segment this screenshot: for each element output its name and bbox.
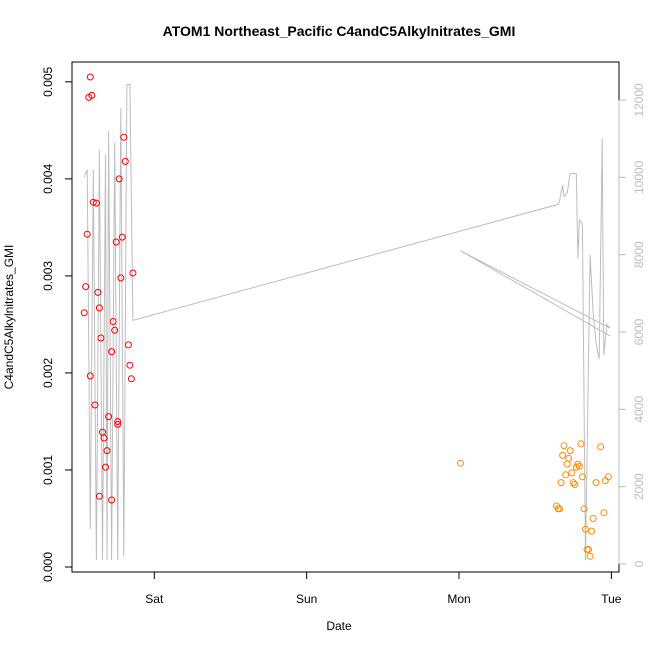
y2-axis: 0 2000 4000 6000 8000 10000 12000 [618,83,646,567]
data-point [127,375,135,383]
data-point [586,552,594,560]
series-line-right-axis [83,84,611,561]
y-tick-label: 0.000 [41,552,55,582]
x-axis-label: Date [326,619,352,633]
x-axis: Sat Sun Mon Tue [145,571,622,606]
data-point [571,481,579,488]
x-tick-label: Tue [601,592,622,606]
data-point [108,348,116,356]
data-point [111,326,119,334]
data-point [568,469,576,477]
data-point [91,401,99,409]
chart-title: ATOM1 Northeast_Pacific C4andC5Alkylnitr… [163,23,516,39]
y2-tick-label: 0 [632,560,646,567]
y-axis-label: C4andC5Alkylnitrates_GMI [2,245,16,390]
data-point [563,460,571,468]
data-point [102,463,109,471]
y2-tick-label: 10000 [632,160,646,194]
data-point [95,304,103,312]
data-point [559,451,567,459]
data-point [88,91,96,99]
data-point [109,318,117,325]
data-point [117,274,125,282]
y2-tick-label: 6000 [632,318,646,345]
data-point [592,479,600,487]
plot-frame [71,61,620,573]
line-layer [83,84,611,561]
data-point [115,175,123,183]
x-tick-label: Sat [145,592,164,606]
data-point [589,515,597,522]
data-point [582,525,589,533]
data-point [556,505,564,513]
y-tick-label: 0.003 [41,261,55,291]
y2-tick-label: 8000 [632,241,646,268]
data-point [86,372,94,380]
data-point [83,230,91,238]
data-point [105,413,113,421]
data-point [124,341,132,349]
y2-tick-label: 12000 [632,83,646,117]
data-point [577,440,585,448]
data-point [86,73,94,81]
data-point [129,269,137,277]
data-point [114,420,122,428]
data-point [92,199,100,207]
data-point [575,462,583,470]
data-point [114,418,122,425]
data-point [585,546,592,553]
y-tick-label: 0.001 [41,455,55,485]
data-point [99,428,106,436]
y-tick-label: 0.004 [41,164,55,194]
data-point [80,309,88,317]
data-point [565,454,573,462]
point-layer [80,73,612,560]
data-point [557,479,565,487]
y2-tick-label: 2000 [632,473,646,500]
data-point [604,473,612,481]
y-axis: 0.000 0.001 0.002 0.003 0.004 0.005 [41,67,73,582]
data-point [560,442,568,450]
data-point [112,238,120,246]
data-point [566,447,574,455]
data-point [574,460,582,468]
data-point [562,471,570,479]
data-point [597,443,605,451]
data-point [97,334,105,342]
data-point [600,509,608,517]
data-point [588,527,596,535]
data-point [121,157,129,165]
data-point [108,496,116,504]
y-tick-label: 0.005 [41,67,55,97]
data-point [95,492,103,500]
data-point [94,288,102,296]
x-tick-label: Sun [296,592,317,606]
y-tick-label: 0.002 [41,358,55,388]
data-point [578,473,586,481]
data-point [126,361,134,369]
data-point [569,479,577,487]
data-point [118,233,126,241]
x-tick-label: Mon [447,592,470,606]
data-point [457,459,464,467]
data-point [100,434,108,442]
data-point [89,198,97,206]
data-point [82,283,90,291]
data-point [580,505,588,513]
data-point [103,447,111,455]
y2-tick-label: 4000 [632,396,646,423]
data-point [120,133,128,141]
